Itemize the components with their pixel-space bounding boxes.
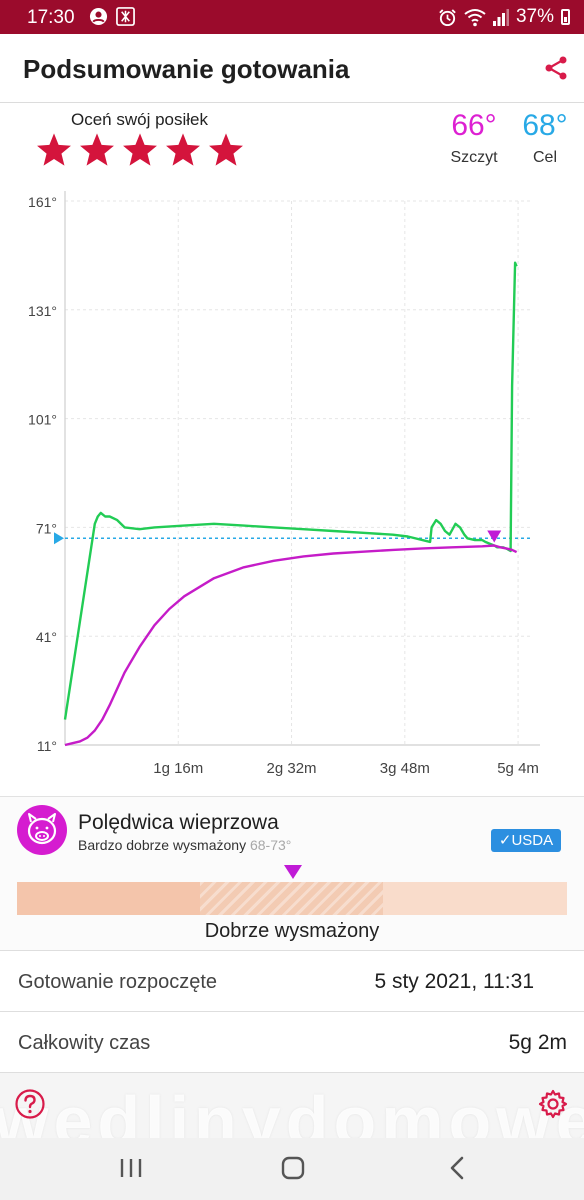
star-rating[interactable]	[35, 130, 245, 170]
account-circle-icon	[89, 7, 108, 26]
doneness-text: Bardzo dobrze wysmażony	[78, 837, 247, 853]
x-tick-label: 3g 48m	[380, 760, 430, 777]
meat-doneness: Bardzo dobrze wysmażony 68-73°	[78, 837, 291, 853]
total-time-row: Całkowity czas 5g 2m	[0, 1011, 584, 1073]
section-divider	[0, 796, 584, 797]
back-icon[interactable]	[443, 1153, 473, 1183]
internal-temp-line	[64, 544, 518, 747]
y-tick-label: 161°	[28, 194, 57, 210]
y-tick-label: 11°	[37, 738, 57, 754]
wifi-icon	[464, 8, 486, 26]
check-icon: ✓	[498, 832, 512, 849]
alarm-icon	[439, 8, 456, 26]
meat-name: Polędwica wieprzowa	[78, 811, 279, 834]
page-title: Podsumowanie gotowania	[23, 54, 350, 84]
star-icon[interactable]	[121, 130, 159, 170]
status-bar: 17:30 37%	[0, 0, 584, 34]
rating-label: Oceń swój posiłek	[71, 110, 209, 129]
help-icon[interactable]	[14, 1088, 46, 1120]
cook-started-value: 5 sty 2021, 11:31	[374, 970, 534, 993]
peak-temp-value: 66°	[451, 109, 497, 142]
meat-section: Polędwica wieprzowa Bardzo dobrze wysmaż…	[0, 797, 584, 950]
watermark: wedlinydomowe.p	[0, 1082, 584, 1139]
y-tick-label: 101°	[28, 412, 57, 428]
status-time: 17:30	[27, 7, 75, 28]
x-tick-label: 2g 32m	[267, 760, 317, 777]
usda-badge[interactable]: ✓USDA	[491, 829, 561, 852]
y-tick-label: 71°	[36, 520, 57, 536]
doneness-range: 68-73°	[249, 837, 292, 853]
star-icon[interactable]	[78, 130, 116, 170]
temperature-chart[interactable]: 161° 131° 101° 71° 41° 11° 1g 16m 2g 32m 3g 48m 5…	[0, 185, 584, 795]
usda-label: USDA	[511, 832, 554, 849]
total-time-value: 5g 2m	[508, 1031, 567, 1054]
total-time-label: Całkowity czas	[18, 1032, 151, 1054]
doneness-segment	[383, 882, 567, 915]
signal-icon	[492, 8, 509, 26]
navigation-bar	[0, 1138, 584, 1200]
doneness-segment	[17, 882, 200, 915]
target-temp: 68° Cel	[516, 108, 574, 167]
y-tick-label: 41°	[36, 629, 57, 645]
cook-started-row: Gotowanie rozpoczęte 5 sty 2021, 11:31	[0, 950, 584, 1012]
app-header: Podsumowanie gotowania	[0, 34, 584, 103]
app-notification-icon	[116, 7, 135, 26]
home-icon[interactable]	[278, 1153, 308, 1183]
doneness-bar	[17, 882, 567, 915]
pig-icon	[17, 805, 67, 855]
settings-icon[interactable]	[537, 1088, 569, 1120]
recents-icon[interactable]	[116, 1153, 146, 1183]
y-tick-label: 131°	[28, 303, 57, 319]
doneness-marker	[284, 865, 302, 879]
peak-temp-label: Szczyt	[450, 149, 498, 166]
target-temp-value: 68°	[522, 109, 568, 142]
target-temp-label: Cel	[532, 149, 557, 166]
footer: wedlinydomowe.p	[0, 1072, 584, 1139]
peak-temp: 66° Szczyt	[444, 108, 504, 167]
star-icon[interactable]	[35, 130, 73, 170]
x-tick-label: 1g 16m	[153, 760, 203, 777]
battery-percent: 37%	[515, 6, 554, 27]
doneness-segment-current	[200, 882, 383, 915]
star-icon[interactable]	[207, 130, 245, 170]
battery-icon	[561, 9, 570, 25]
share-icon[interactable]	[542, 54, 570, 82]
star-icon[interactable]	[164, 130, 202, 170]
doneness-label: Dobrze wysmażony	[204, 920, 380, 942]
peak-marker-icon	[487, 530, 502, 543]
x-tick-label: 5g 4m	[497, 760, 539, 777]
ambient-temp-line	[63, 261, 518, 720]
target-marker-icon	[54, 532, 64, 545]
cook-started-label: Gotowanie rozpoczęte	[18, 971, 218, 993]
